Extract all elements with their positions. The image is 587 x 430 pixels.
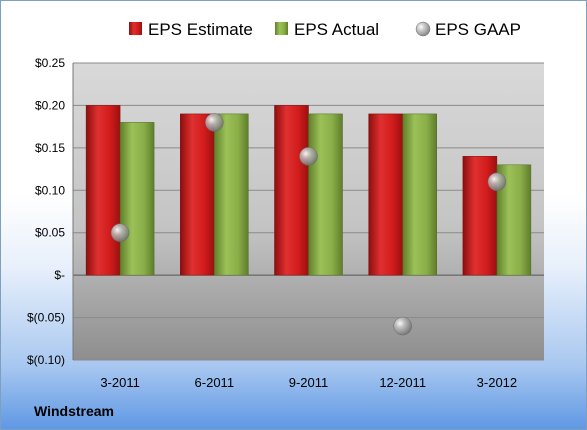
legend-label: EPS GAAP bbox=[435, 20, 521, 39]
estimate-bar-12-2011 bbox=[368, 113, 403, 276]
gaap-point-6-2011 bbox=[205, 113, 224, 132]
legend-swatch-0 bbox=[129, 22, 142, 35]
x-tick-label: 12-2011 bbox=[379, 375, 426, 390]
company-name: Windstream bbox=[34, 403, 115, 419]
gaap-point-3-2012 bbox=[487, 172, 507, 192]
y-tick-label: $(0.10) bbox=[27, 353, 65, 367]
actual-bar-9-2011 bbox=[308, 113, 343, 276]
gaap-point-12-2011 bbox=[393, 316, 412, 336]
gaap-point-9-2011 bbox=[299, 147, 318, 166]
y-tick-label: $- bbox=[54, 268, 65, 282]
actual-bar-12-2011 bbox=[402, 113, 437, 276]
y-tick-label: $0.20 bbox=[35, 98, 65, 112]
actual-bar-6-2011 bbox=[214, 113, 249, 276]
legend: EPS Estimate EPS Actual EPS GAAP bbox=[129, 20, 521, 39]
estimate-bar-9-2011 bbox=[274, 105, 309, 276]
bars bbox=[85, 105, 532, 276]
y-tick-label: $0.25 bbox=[35, 56, 65, 70]
x-tick-label: 6-2011 bbox=[195, 375, 235, 390]
x-axis: 3-2011 6-2011 9-2011 12-2011 3-2012 bbox=[100, 375, 517, 390]
y-tick-label: $0.05 bbox=[35, 226, 65, 240]
y-axis: $0.25 $0.20 $0.15 $0.10 $0.05 $- $(0.05) $(0.10… bbox=[27, 56, 65, 367]
gaap-point-3-2011 bbox=[110, 223, 130, 242]
estimate-bar-3-2012 bbox=[462, 156, 498, 276]
estimate-bar-6-2011 bbox=[180, 113, 215, 276]
legend-label: EPS Estimate bbox=[148, 20, 253, 39]
x-tick-label: 3-2011 bbox=[100, 375, 140, 390]
legend-swatch-2 bbox=[415, 21, 431, 37]
legend-label: EPS Actual bbox=[294, 20, 379, 39]
x-tick-label: 3-2012 bbox=[477, 375, 517, 390]
gaap-points bbox=[110, 113, 507, 336]
x-tick-label: 9-2011 bbox=[289, 375, 329, 390]
actual-bar-3-2011 bbox=[119, 122, 155, 276]
y-tick-label: $0.10 bbox=[35, 183, 65, 197]
estimate-bar-3-2011 bbox=[85, 105, 121, 276]
y-tick-label: $0.15 bbox=[35, 141, 65, 155]
y-tick-label: $(0.05) bbox=[27, 311, 65, 325]
legend-swatch-1 bbox=[275, 22, 288, 35]
